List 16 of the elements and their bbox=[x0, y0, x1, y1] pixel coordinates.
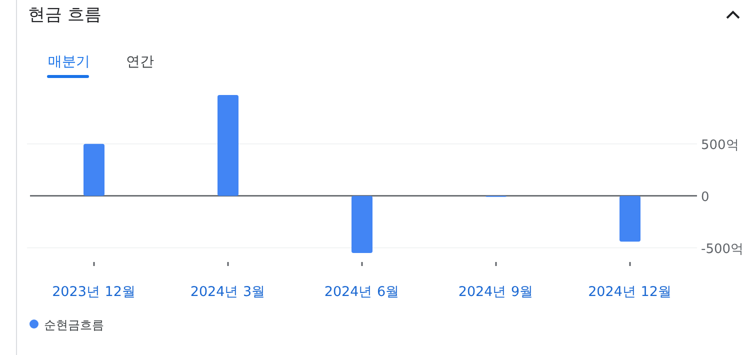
text: 연간 bbox=[126, 54, 154, 70]
x-tick-label: 2024년 6월 bbox=[324, 284, 400, 300]
x-tick-label: 2024년 12월 bbox=[588, 284, 672, 300]
legend-label: 순현금흐름 bbox=[44, 318, 104, 332]
bar bbox=[84, 144, 104, 196]
x-tick-label: 2023년 12월 bbox=[52, 284, 136, 300]
x-tick-label: 2024년 3월 bbox=[190, 284, 266, 300]
y-tick-label: 500억 bbox=[701, 138, 739, 153]
bar bbox=[218, 95, 238, 196]
x-tick-label: 2024년 9월 bbox=[458, 284, 534, 300]
bar bbox=[620, 196, 640, 242]
text: 매분기 bbox=[48, 54, 90, 70]
y-tick-label: -500억 bbox=[701, 242, 744, 257]
y-tick-label: 0 bbox=[701, 190, 710, 205]
chart-title: 현금 흐름 bbox=[28, 5, 102, 25]
bar bbox=[352, 196, 372, 253]
